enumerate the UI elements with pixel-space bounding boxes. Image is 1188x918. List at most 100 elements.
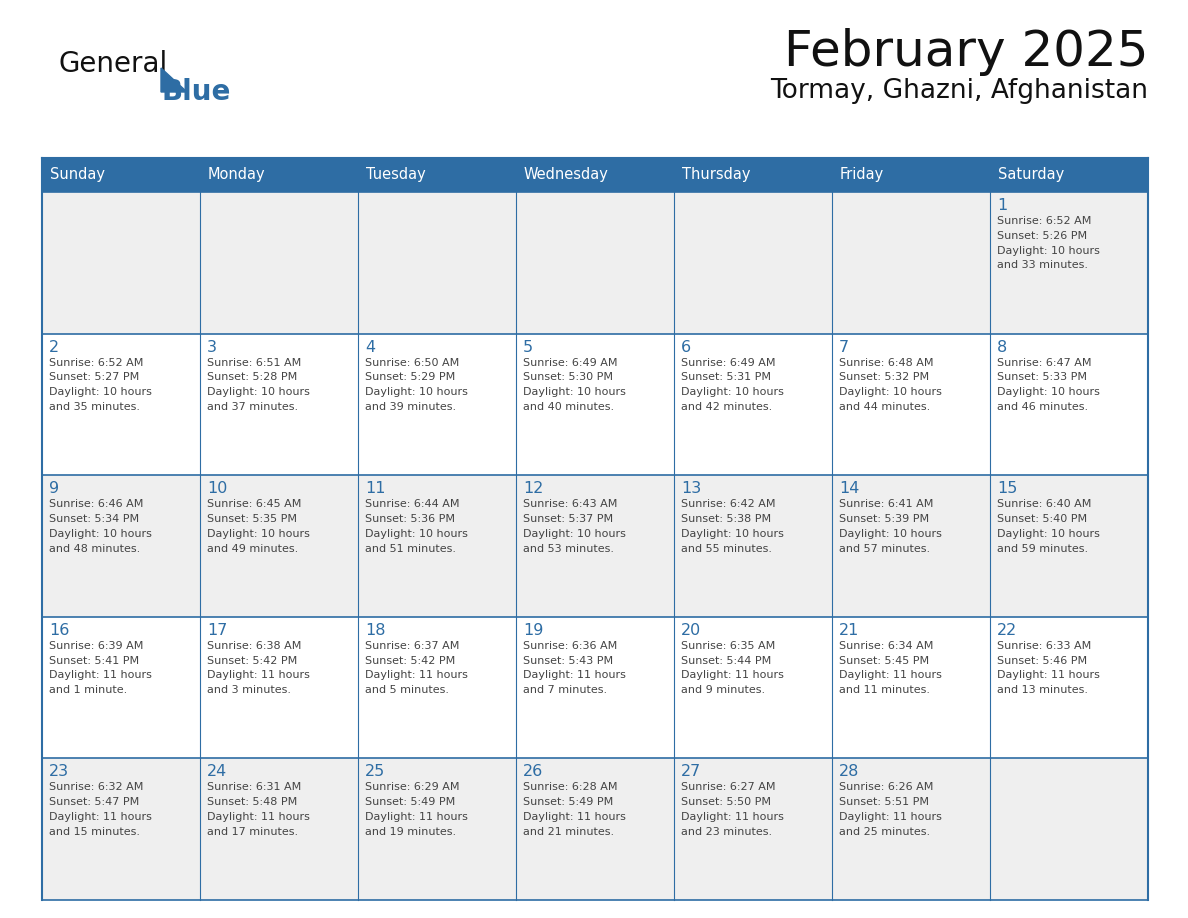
Text: Monday: Monday [208, 167, 266, 183]
Bar [200, 617, 358, 758]
Text: Sunrise: 6:44 AM
Sunset: 5:36 PM
Daylight: 10 hours
and 51 minutes.: Sunrise: 6:44 AM Sunset: 5:36 PM Dayligh… [365, 499, 468, 554]
Bar [200, 758, 358, 900]
Bar [42, 192, 200, 333]
Bar [358, 476, 516, 617]
Polygon shape [162, 68, 187, 92]
Bar [832, 192, 990, 333]
Bar [516, 758, 674, 900]
Bar [42, 476, 200, 617]
Bar [674, 758, 832, 900]
Text: 26: 26 [523, 765, 543, 779]
Bar [42, 158, 1148, 192]
Text: Sunrise: 6:48 AM
Sunset: 5:32 PM
Daylight: 10 hours
and 44 minutes.: Sunrise: 6:48 AM Sunset: 5:32 PM Dayligh… [839, 358, 942, 412]
Text: Sunrise: 6:27 AM
Sunset: 5:50 PM
Daylight: 11 hours
and 23 minutes.: Sunrise: 6:27 AM Sunset: 5:50 PM Dayligh… [681, 782, 784, 837]
Bar [832, 758, 990, 900]
Text: Friday: Friday [840, 167, 884, 183]
Text: Sunrise: 6:51 AM
Sunset: 5:28 PM
Daylight: 10 hours
and 37 minutes.: Sunrise: 6:51 AM Sunset: 5:28 PM Dayligh… [207, 358, 310, 412]
Text: 15: 15 [997, 481, 1017, 497]
Text: February 2025: February 2025 [784, 28, 1148, 76]
Text: Sunrise: 6:45 AM
Sunset: 5:35 PM
Daylight: 10 hours
and 49 minutes.: Sunrise: 6:45 AM Sunset: 5:35 PM Dayligh… [207, 499, 310, 554]
Bar [200, 476, 358, 617]
Text: Wednesday: Wednesday [524, 167, 609, 183]
Text: 22: 22 [997, 622, 1017, 638]
Text: Sunrise: 6:52 AM
Sunset: 5:27 PM
Daylight: 10 hours
and 35 minutes.: Sunrise: 6:52 AM Sunset: 5:27 PM Dayligh… [49, 358, 152, 412]
Text: Sunrise: 6:32 AM
Sunset: 5:47 PM
Daylight: 11 hours
and 15 minutes.: Sunrise: 6:32 AM Sunset: 5:47 PM Dayligh… [49, 782, 152, 837]
Text: 20: 20 [681, 622, 701, 638]
Text: Sunrise: 6:37 AM
Sunset: 5:42 PM
Daylight: 11 hours
and 5 minutes.: Sunrise: 6:37 AM Sunset: 5:42 PM Dayligh… [365, 641, 468, 695]
Text: 8: 8 [997, 340, 1007, 354]
Text: 1: 1 [997, 198, 1007, 213]
Text: Sunrise: 6:42 AM
Sunset: 5:38 PM
Daylight: 10 hours
and 55 minutes.: Sunrise: 6:42 AM Sunset: 5:38 PM Dayligh… [681, 499, 784, 554]
Text: 10: 10 [207, 481, 227, 497]
Text: Sunrise: 6:35 AM
Sunset: 5:44 PM
Daylight: 11 hours
and 9 minutes.: Sunrise: 6:35 AM Sunset: 5:44 PM Dayligh… [681, 641, 784, 695]
Text: 18: 18 [365, 622, 385, 638]
Bar [200, 192, 358, 333]
Text: 27: 27 [681, 765, 701, 779]
Bar [674, 476, 832, 617]
Bar [990, 333, 1148, 476]
Text: Sunrise: 6:29 AM
Sunset: 5:49 PM
Daylight: 11 hours
and 19 minutes.: Sunrise: 6:29 AM Sunset: 5:49 PM Dayligh… [365, 782, 468, 837]
Text: Sunday: Sunday [50, 167, 105, 183]
Text: 3: 3 [207, 340, 217, 354]
Text: 21: 21 [839, 622, 859, 638]
Bar [990, 476, 1148, 617]
Text: Sunrise: 6:52 AM
Sunset: 5:26 PM
Daylight: 10 hours
and 33 minutes.: Sunrise: 6:52 AM Sunset: 5:26 PM Dayligh… [997, 216, 1100, 271]
Text: Sunrise: 6:49 AM
Sunset: 5:30 PM
Daylight: 10 hours
and 40 minutes.: Sunrise: 6:49 AM Sunset: 5:30 PM Dayligh… [523, 358, 626, 412]
Bar [358, 192, 516, 333]
Bar [42, 333, 200, 476]
Bar [516, 617, 674, 758]
Bar [990, 617, 1148, 758]
Text: Sunrise: 6:28 AM
Sunset: 5:49 PM
Daylight: 11 hours
and 21 minutes.: Sunrise: 6:28 AM Sunset: 5:49 PM Dayligh… [523, 782, 626, 837]
Text: 25: 25 [365, 765, 385, 779]
Text: 13: 13 [681, 481, 701, 497]
Bar [42, 617, 200, 758]
Text: Sunrise: 6:43 AM
Sunset: 5:37 PM
Daylight: 10 hours
and 53 minutes.: Sunrise: 6:43 AM Sunset: 5:37 PM Dayligh… [523, 499, 626, 554]
Bar [674, 617, 832, 758]
Text: Sunrise: 6:34 AM
Sunset: 5:45 PM
Daylight: 11 hours
and 11 minutes.: Sunrise: 6:34 AM Sunset: 5:45 PM Dayligh… [839, 641, 942, 695]
Text: Sunrise: 6:31 AM
Sunset: 5:48 PM
Daylight: 11 hours
and 17 minutes.: Sunrise: 6:31 AM Sunset: 5:48 PM Dayligh… [207, 782, 310, 837]
Bar [832, 333, 990, 476]
Bar [832, 617, 990, 758]
Bar [990, 192, 1148, 333]
Text: Saturday: Saturday [998, 167, 1064, 183]
Text: Sunrise: 6:33 AM
Sunset: 5:46 PM
Daylight: 11 hours
and 13 minutes.: Sunrise: 6:33 AM Sunset: 5:46 PM Dayligh… [997, 641, 1100, 695]
Bar [42, 758, 200, 900]
Text: 4: 4 [365, 340, 375, 354]
Text: 23: 23 [49, 765, 69, 779]
Text: Sunrise: 6:49 AM
Sunset: 5:31 PM
Daylight: 10 hours
and 42 minutes.: Sunrise: 6:49 AM Sunset: 5:31 PM Dayligh… [681, 358, 784, 412]
Bar [358, 758, 516, 900]
Text: Tuesday: Tuesday [366, 167, 425, 183]
Bar [358, 617, 516, 758]
Bar [516, 476, 674, 617]
Text: Sunrise: 6:50 AM
Sunset: 5:29 PM
Daylight: 10 hours
and 39 minutes.: Sunrise: 6:50 AM Sunset: 5:29 PM Dayligh… [365, 358, 468, 412]
Text: General: General [58, 50, 168, 78]
Text: 11: 11 [365, 481, 385, 497]
Text: Sunrise: 6:26 AM
Sunset: 5:51 PM
Daylight: 11 hours
and 25 minutes.: Sunrise: 6:26 AM Sunset: 5:51 PM Dayligh… [839, 782, 942, 837]
Bar [516, 192, 674, 333]
Bar [674, 192, 832, 333]
Text: 17: 17 [207, 622, 227, 638]
Text: 19: 19 [523, 622, 543, 638]
Text: 5: 5 [523, 340, 533, 354]
Text: Sunrise: 6:40 AM
Sunset: 5:40 PM
Daylight: 10 hours
and 59 minutes.: Sunrise: 6:40 AM Sunset: 5:40 PM Dayligh… [997, 499, 1100, 554]
Text: 2: 2 [49, 340, 59, 354]
Text: Sunrise: 6:41 AM
Sunset: 5:39 PM
Daylight: 10 hours
and 57 minutes.: Sunrise: 6:41 AM Sunset: 5:39 PM Dayligh… [839, 499, 942, 554]
Text: Sunrise: 6:36 AM
Sunset: 5:43 PM
Daylight: 11 hours
and 7 minutes.: Sunrise: 6:36 AM Sunset: 5:43 PM Dayligh… [523, 641, 626, 695]
Bar [990, 758, 1148, 900]
Text: 12: 12 [523, 481, 543, 497]
Text: Thursday: Thursday [682, 167, 751, 183]
Bar [358, 333, 516, 476]
Text: 6: 6 [681, 340, 691, 354]
Text: Sunrise: 6:47 AM
Sunset: 5:33 PM
Daylight: 10 hours
and 46 minutes.: Sunrise: 6:47 AM Sunset: 5:33 PM Dayligh… [997, 358, 1100, 412]
Bar [832, 476, 990, 617]
Text: 16: 16 [49, 622, 69, 638]
Bar [674, 333, 832, 476]
Text: 9: 9 [49, 481, 59, 497]
Text: Blue: Blue [162, 78, 230, 106]
Text: 28: 28 [839, 765, 859, 779]
Text: 24: 24 [207, 765, 227, 779]
Bar [200, 333, 358, 476]
Text: Sunrise: 6:39 AM
Sunset: 5:41 PM
Daylight: 11 hours
and 1 minute.: Sunrise: 6:39 AM Sunset: 5:41 PM Dayligh… [49, 641, 152, 695]
Bar [516, 333, 674, 476]
Text: Tormay, Ghazni, Afghanistan: Tormay, Ghazni, Afghanistan [770, 78, 1148, 104]
